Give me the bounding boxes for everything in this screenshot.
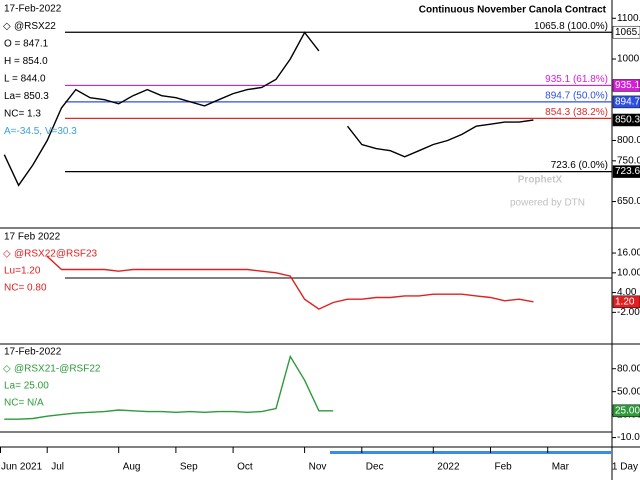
info-text: 17-Feb-2022 — [4, 347, 62, 358]
x-tick-label: Jun 2021 — [1, 462, 43, 473]
x-tick-label: Dec — [366, 462, 384, 473]
level-label: 854.3 (38.2%) — [545, 107, 608, 118]
info-text: NC= 1.3 — [4, 109, 41, 120]
x-tick-label: Aug — [123, 462, 141, 473]
info-text: Lu=1.20 — [4, 266, 41, 277]
info-text: O = 847.1 — [4, 39, 49, 50]
value-box-label: 1.20 — [615, 296, 635, 307]
symbol-icon: ◇ — [3, 249, 11, 260]
period-label: 1 Day — [612, 462, 638, 473]
y-tick-label: 1000.0 — [617, 54, 640, 65]
series-line — [4, 354, 334, 420]
symbol-icon: ◇ — [3, 364, 11, 375]
y-tick-label: 650.0 — [617, 196, 640, 207]
value-box-label: 25.00 — [615, 405, 640, 416]
value-box-label: 850.3 — [615, 115, 640, 126]
info-text: @RSX22 — [14, 21, 56, 32]
info-text: L = 844.0 — [4, 74, 46, 85]
value-box-label: 935.1 — [615, 80, 640, 91]
y-tick-label: 750.0 — [617, 155, 640, 166]
y-tick-label: 16.00 — [617, 248, 640, 259]
info-text: @RSX22@RSF23 — [14, 249, 98, 260]
y-tick-label: -2.00 — [617, 307, 640, 318]
series-line — [3, 31, 534, 187]
info-text: La= 25.00 — [4, 381, 49, 392]
chart-title: Continuous November Canola Contract — [419, 5, 607, 16]
y-tick-label: 800.0 — [617, 135, 640, 146]
value-box — [612, 95, 640, 109]
value-box — [612, 404, 640, 418]
x-tick-label: Oct — [237, 462, 253, 473]
info-text: @RSX21-@RSF22 — [14, 364, 101, 375]
info-text: H = 854.0 — [4, 56, 48, 67]
x-tick-label: Feb — [495, 462, 513, 473]
info-text: NC= 0.80 — [4, 283, 47, 294]
series-line — [46, 255, 534, 310]
value-box-label: 894.7 — [615, 97, 640, 108]
info-text: La= 850.3 — [4, 91, 49, 102]
level-label: 1065.8 (100.0%) — [534, 21, 608, 32]
x-tick-label: Jul — [51, 462, 64, 473]
value-box — [612, 79, 640, 92]
x-tick-label: Sep — [180, 462, 198, 473]
x-tick-label: Mar — [552, 462, 570, 473]
x-tick-label: 2022 — [437, 462, 460, 473]
y-tick-label: 1100.0 — [617, 13, 640, 24]
y-tick-label: -10.00 — [617, 432, 640, 443]
scroll-bar — [330, 451, 612, 454]
value-box — [612, 25, 640, 39]
info-text: NC= N/A — [4, 398, 44, 409]
info-text: 17-Feb-2022 — [4, 4, 62, 15]
y-tick-label: 80.00 — [617, 363, 640, 374]
y-tick-label: 4.00 — [617, 287, 637, 298]
value-box — [612, 165, 640, 178]
level-label: 935.1 (61.8%) — [545, 74, 608, 85]
symbol-icon: ◇ — [3, 21, 11, 32]
watermark-tagline: powered by DTN — [510, 198, 585, 209]
value-box-label: 723.6 — [615, 166, 640, 177]
value-box-label: 1065.8 — [615, 27, 640, 38]
level-label: 894.7 (50.0%) — [545, 91, 608, 102]
value-box — [612, 113, 640, 127]
info-text: A=-34.5, V=30.3 — [4, 126, 77, 137]
level-label: 723.6 (0.0%) — [551, 160, 608, 171]
info-text: 17 Feb 2022 — [4, 232, 61, 243]
y-tick-label: 50.00 — [617, 386, 640, 397]
x-tick-label: Nov — [309, 462, 327, 473]
watermark: ProphetX — [518, 175, 563, 186]
y-tick-label: 10.00 — [617, 267, 640, 278]
value-box — [612, 295, 640, 309]
